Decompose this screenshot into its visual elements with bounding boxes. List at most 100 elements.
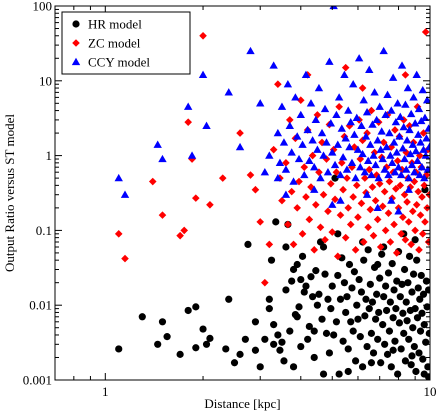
- data-point-hr: [288, 277, 296, 285]
- data-point-hr: [410, 342, 418, 351]
- data-point-zc: [302, 193, 310, 201]
- data-point-ccy: [399, 122, 408, 131]
- data-point-ccy: [277, 102, 287, 110]
- data-point-hr: [418, 309, 426, 317]
- data-point-hr: [278, 338, 286, 346]
- data-point-zc: [333, 252, 342, 261]
- data-point-zc: [358, 136, 367, 145]
- data-point-ccy: [357, 121, 366, 129]
- data-point-hr: [389, 346, 397, 354]
- axis-tick-labels: 0.001 0.01 0.1 1 10 100 1 10: [23, 0, 436, 399]
- data-point-hr: [388, 259, 396, 268]
- data-point-ccy: [404, 185, 413, 193]
- data-point-ccy: [319, 151, 328, 159]
- data-point-hr: [297, 342, 305, 351]
- data-point-zc: [346, 220, 355, 229]
- data-point-hr: [222, 345, 230, 353]
- data-point-zc: [316, 223, 325, 232]
- data-point-zc: [392, 249, 401, 257]
- data-point-hr: [335, 370, 343, 378]
- data-point-hr: [293, 260, 301, 269]
- data-points: [114, 6, 430, 380]
- data-point-zc: [327, 179, 335, 188]
- data-point-ccy: [414, 130, 423, 138]
- data-point-zc: [380, 187, 389, 196]
- data-point-hr: [348, 284, 356, 292]
- data-point-hr: [360, 256, 368, 264]
- data-point-hr: [412, 367, 420, 376]
- data-point-ccy: [391, 117, 401, 126]
- data-point-ccy: [370, 88, 379, 96]
- data-point-zc: [419, 129, 428, 137]
- data-point-zc: [382, 163, 391, 171]
- data-point-zc: [269, 145, 278, 154]
- data-point-hr: [236, 350, 244, 358]
- data-point-hr: [394, 370, 402, 378]
- data-point-hr: [375, 308, 383, 317]
- legend-marker-ccy: [71, 57, 81, 66]
- x-tick-label: 10: [424, 384, 436, 399]
- data-point-ccy: [383, 90, 392, 98]
- data-point-ccy: [396, 112, 405, 120]
- data-point-zc: [344, 204, 353, 212]
- data-point-zc: [396, 181, 405, 190]
- data-point-hr: [305, 322, 313, 331]
- data-point-zc: [376, 243, 385, 251]
- data-point-hr: [298, 252, 307, 260]
- data-point-hr: [310, 327, 318, 335]
- data-point-zc: [366, 205, 375, 214]
- data-point-ccy: [416, 138, 425, 146]
- data-point-hr: [270, 340, 278, 348]
- data-point-hr: [310, 353, 318, 362]
- data-point-ccy: [371, 160, 380, 169]
- data-point-zc: [415, 151, 424, 160]
- data-point-hr: [392, 305, 400, 313]
- x-axis-label: Distance [kpc]: [204, 396, 280, 411]
- data-point-hr: [192, 344, 200, 352]
- data-point-hr: [295, 303, 303, 311]
- data-point-ccy: [296, 110, 305, 119]
- data-point-hr: [398, 280, 406, 288]
- data-point-zc: [379, 138, 388, 147]
- data-point-ccy: [344, 106, 353, 114]
- data-point-ccy: [256, 99, 265, 107]
- data-point-ccy: [120, 190, 130, 198]
- data-point-zc: [307, 183, 315, 191]
- data-point-hr: [401, 357, 410, 365]
- data-point-ccy: [279, 138, 289, 146]
- data-point-hr: [334, 271, 342, 280]
- data-point-zc: [349, 193, 357, 201]
- data-point-zc: [359, 238, 368, 246]
- data-point-ccy: [372, 115, 381, 124]
- data-point-hr: [416, 295, 424, 303]
- data-point-zc: [361, 174, 369, 182]
- data-point-hr: [318, 315, 326, 323]
- data-point-zc: [188, 155, 196, 163]
- data-point-hr: [363, 342, 371, 351]
- data-point-hr: [230, 359, 239, 367]
- y-tick-label: 0.01: [29, 298, 52, 313]
- data-point-ccy: [293, 132, 302, 140]
- data-point-ccy: [406, 149, 415, 158]
- data-point-ccy: [396, 170, 406, 179]
- data-point-hr: [387, 363, 395, 371]
- data-point-ccy: [338, 153, 348, 161]
- data-point-hr: [358, 363, 367, 371]
- data-point-ccy: [303, 125, 312, 134]
- data-point-hr: [408, 288, 416, 296]
- data-point-hr: [357, 288, 366, 296]
- data-point-zc: [368, 183, 377, 191]
- data-point-zc: [351, 246, 360, 254]
- data-point-zc: [407, 240, 415, 249]
- data-point-ccy: [198, 70, 208, 79]
- data-point-hr: [274, 331, 282, 339]
- data-point-hr: [389, 314, 397, 322]
- data-point-zc: [274, 80, 282, 89]
- data-point-ccy: [420, 113, 430, 121]
- data-point-hr: [400, 265, 409, 274]
- data-point-zc: [218, 174, 227, 182]
- data-point-ccy: [386, 151, 395, 159]
- data-point-hr: [241, 335, 249, 343]
- data-point-ccy: [417, 162, 427, 171]
- data-point-zc: [401, 71, 410, 79]
